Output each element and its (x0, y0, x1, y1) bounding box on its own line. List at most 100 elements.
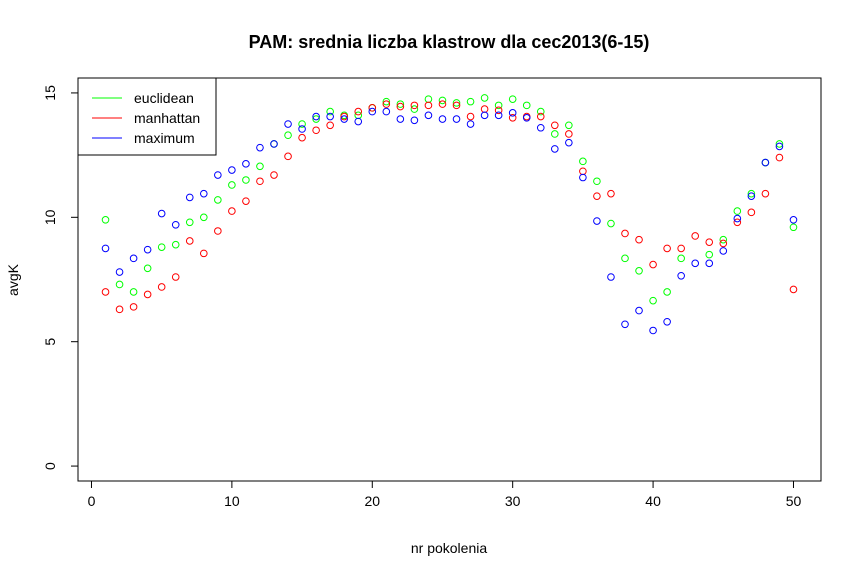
point-euclidean (256, 162, 264, 171)
point-euclidean (438, 96, 447, 105)
point-manhattan (129, 303, 138, 311)
point-manhattan (157, 283, 166, 291)
point-euclidean (480, 94, 489, 102)
point-euclidean (677, 254, 685, 263)
x-tick-label: 50 (786, 493, 802, 509)
point-manhattan (270, 171, 278, 179)
point-euclidean (607, 219, 615, 228)
point-manhattan (494, 106, 503, 115)
point-euclidean (663, 288, 671, 296)
point-maximum (354, 117, 363, 126)
y-axis-label: avgK (5, 263, 21, 296)
point-euclidean (522, 101, 531, 110)
x-tick-label: 30 (505, 493, 521, 509)
point-euclidean (452, 99, 461, 107)
point-manhattan (705, 238, 714, 246)
y-tick-label: 5 (42, 338, 58, 346)
point-maximum (214, 171, 222, 179)
point-manhattan (284, 152, 292, 161)
point-euclidean (466, 97, 475, 106)
point-manhattan (312, 126, 320, 135)
point-maximum (621, 320, 629, 329)
legend-box (77, 77, 217, 156)
point-maximum (579, 173, 587, 182)
point-manhattan (466, 112, 475, 121)
point-manhattan (214, 227, 222, 235)
point-euclidean (326, 107, 334, 116)
point-maximum (522, 114, 531, 122)
point-manhattan (143, 290, 152, 299)
point-maximum (747, 192, 756, 200)
point-euclidean (733, 207, 742, 215)
point-maximum (691, 259, 700, 268)
point-euclidean (565, 121, 573, 130)
point-euclidean (789, 223, 798, 232)
point-euclidean (649, 296, 657, 305)
point-manhattan (326, 121, 334, 130)
point-manhattan (115, 305, 124, 314)
data-points (101, 94, 798, 335)
point-maximum (270, 140, 278, 148)
point-manhattan (354, 107, 363, 116)
point-manhattan (775, 153, 784, 162)
point-manhattan (396, 102, 405, 111)
point-manhattan (508, 114, 517, 122)
point-euclidean (705, 250, 714, 259)
point-manhattan (185, 237, 194, 245)
point-manhattan (298, 133, 306, 142)
point-euclidean (551, 130, 559, 138)
point-manhattan (691, 232, 700, 240)
point-maximum (228, 166, 236, 174)
point-manhattan (635, 235, 643, 244)
legend-label-euclidean: euclidean (134, 90, 194, 106)
point-maximum (565, 138, 573, 147)
point-maximum (551, 145, 559, 153)
point-euclidean (129, 288, 138, 296)
point-manhattan (593, 192, 601, 200)
point-manhattan (424, 101, 433, 110)
point-manhattan (761, 189, 770, 198)
point-manhattan (649, 260, 657, 269)
point-maximum (480, 111, 489, 120)
chart-title: PAM: srednia liczba klastrow dla cec2013… (249, 32, 650, 52)
point-manhattan (663, 244, 671, 253)
x-tick-label: 0 (88, 493, 96, 509)
point-maximum (761, 158, 770, 167)
point-euclidean (228, 181, 236, 189)
point-manhattan (747, 208, 756, 217)
point-euclidean (635, 266, 643, 275)
point-maximum (719, 247, 728, 255)
point-maximum (466, 120, 475, 128)
point-maximum (199, 189, 208, 198)
point-manhattan (551, 121, 559, 130)
point-manhattan (719, 239, 728, 248)
point-euclidean (719, 235, 728, 244)
point-euclidean (284, 131, 292, 140)
point-euclidean (185, 218, 194, 227)
point-manhattan (368, 104, 377, 112)
point-maximum (143, 245, 152, 254)
point-manhattan (242, 197, 250, 205)
point-maximum (368, 107, 377, 116)
point-maximum (607, 273, 615, 281)
point-maximum (157, 209, 166, 218)
point-euclidean (242, 176, 250, 184)
point-euclidean (747, 189, 756, 198)
point-euclidean (101, 215, 110, 224)
point-maximum (396, 115, 405, 123)
point-maximum (593, 217, 601, 225)
point-euclidean (775, 140, 784, 148)
y-axis: 0 5 10 15 (42, 85, 79, 470)
point-manhattan (438, 100, 447, 108)
point-euclidean (396, 100, 405, 108)
point-manhattan (256, 177, 264, 186)
point-maximum (185, 193, 194, 202)
point-maximum (171, 220, 180, 229)
point-manhattan (382, 100, 391, 108)
point-euclidean (171, 240, 180, 249)
point-euclidean (494, 101, 503, 110)
y-tick-label: 0 (42, 462, 58, 470)
x-axis-label: nr pokolenia (411, 540, 487, 556)
point-maximum (326, 112, 334, 121)
